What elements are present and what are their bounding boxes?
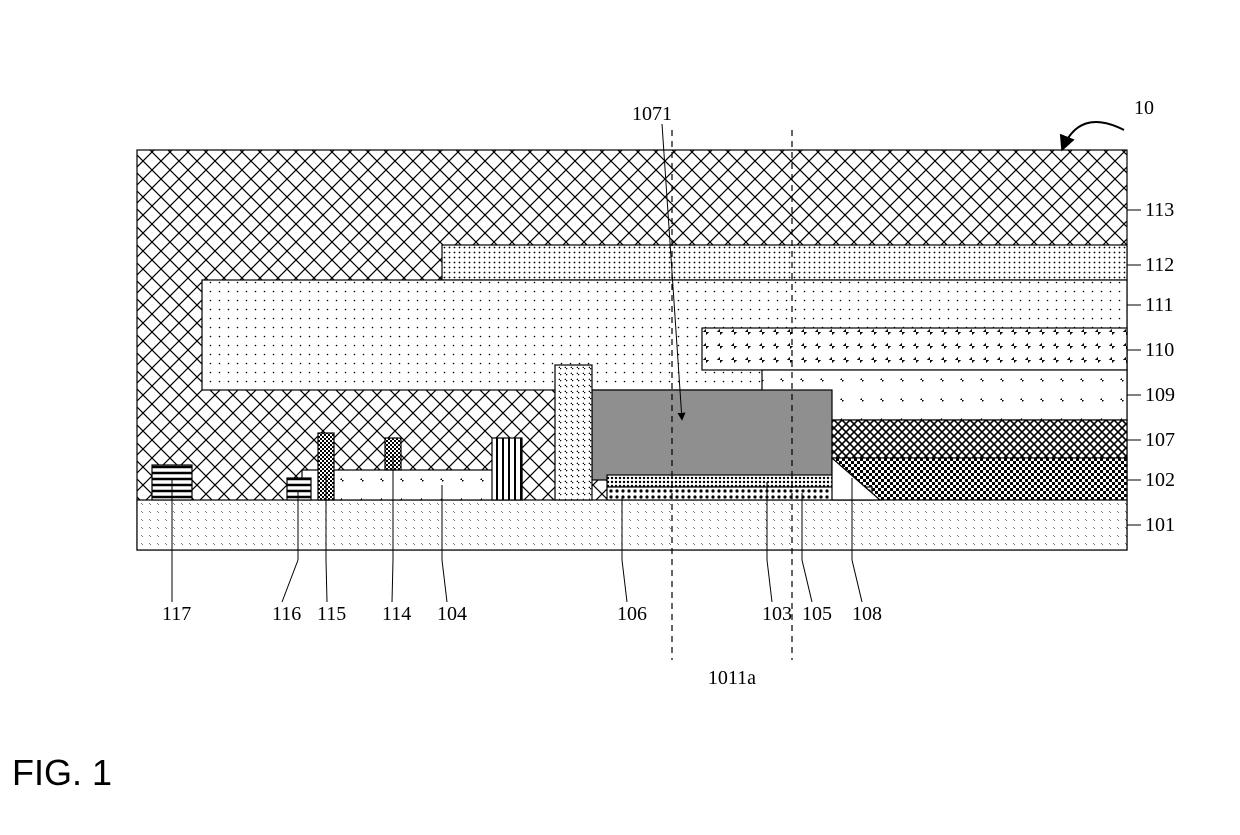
layer-116	[287, 478, 311, 500]
ref-label-110: 110	[1145, 339, 1174, 361]
ref-label-108: 108	[852, 603, 882, 625]
ref-label-112: 112	[1145, 254, 1174, 276]
ref-label-111: 111	[1145, 294, 1174, 316]
layer-102	[832, 458, 1127, 500]
layer-104	[302, 470, 522, 500]
layer-v-box	[492, 438, 522, 500]
ref-label-116: 116	[272, 603, 301, 625]
ref-label-113: 113	[1145, 199, 1174, 221]
layer-107-body	[592, 390, 832, 480]
ref-label-107: 107	[1145, 429, 1175, 451]
layer-101	[137, 500, 1127, 550]
ref-label-115: 115	[317, 603, 346, 625]
ref-label-105: 105	[802, 603, 832, 625]
diagram-svg: 113 112 111 110 109 107 102 101 117 116 115 114 104 1…	[0, 0, 1240, 835]
ref-label-10: 10	[1134, 97, 1154, 119]
figure-label: FIG. 1	[12, 752, 112, 794]
layer-110	[702, 328, 1127, 370]
ref-label-109: 109	[1145, 384, 1175, 406]
arrow-10	[1062, 122, 1124, 150]
ref-label-104: 104	[437, 603, 467, 625]
ref-label-106: 106	[617, 603, 647, 625]
layer-106-notch	[555, 365, 592, 500]
layer-107	[832, 420, 1127, 458]
ref-label-102: 102	[1145, 469, 1175, 491]
ref-label-1071: 1071	[632, 103, 672, 125]
ref-label-117: 117	[162, 603, 191, 625]
ref-label-114: 114	[382, 603, 411, 625]
ref-label-103: 103	[762, 603, 792, 625]
region-label-1011a: 1011a	[708, 667, 756, 689]
ref-label-101: 101	[1145, 514, 1175, 536]
layer-112	[442, 245, 1127, 280]
layer-103-strip	[607, 475, 842, 487]
